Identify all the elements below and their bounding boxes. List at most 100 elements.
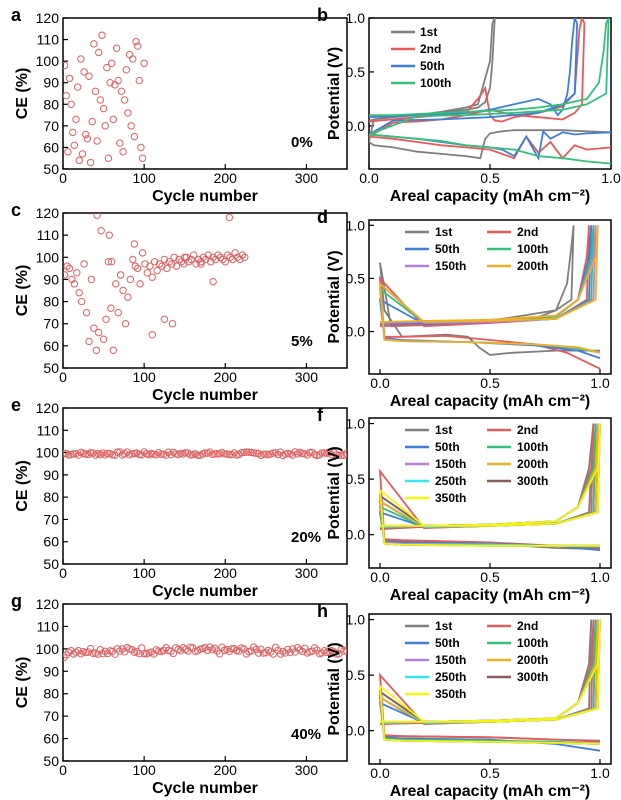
ce-point [211,450,219,458]
legend-label-100th: 100th [420,76,451,90]
voltage-curve-200th [378,225,601,354]
x-tick-label: 100 [132,762,156,778]
x-tick-label: 200 [214,565,238,581]
ce-point [160,315,169,323]
ce-point [315,451,324,459]
legend-label-1st: 1st [420,25,437,39]
legend-label-250th: 250th [435,670,466,684]
legend-label-300th: 300th [517,670,548,684]
ce-point [209,253,217,261]
ce-point [119,286,127,295]
ce-point [135,76,143,85]
ce-point [226,253,234,261]
panel-c [62,212,348,369]
y-tick-label: 120 [36,400,60,416]
y-tick-label: 0.0 [346,324,366,340]
voltage-curve-250th [378,619,601,745]
x-tick-label: 100 [132,369,156,385]
y-tick-label: 110 [37,422,60,438]
ce-point [318,449,326,457]
ce-point [332,650,341,658]
axes-frame-g [62,603,348,762]
content-annotation: 5% [291,333,313,350]
x-tick-label: 300 [295,565,319,581]
y-tick-label: 90 [43,75,59,91]
y-tick-label: 110 [37,32,60,48]
axes-frame-a [62,17,348,170]
legend-label-200th: 200th [517,653,548,667]
ce-point [342,449,347,458]
legend-label-100th: 100th [517,636,548,650]
ce-point [122,66,130,74]
ce-point [87,275,96,284]
ce-point [274,450,282,459]
y-axis-label: Potential (V) [326,642,343,735]
ce-point [189,251,198,259]
y-tick-label: 100 [36,641,60,657]
ce-point [117,87,126,96]
ce-point [204,251,212,259]
ce-point [133,647,141,656]
legend-label-2nd: 2nd [420,42,441,56]
ce-point [262,649,270,657]
x-axis-label: Areal capacity (mAh cm⁻²) [390,188,591,205]
panel-letter: f [317,405,324,425]
y-tick-label: 100 [36,445,60,461]
ce-point [80,260,88,268]
ce-point [168,320,177,328]
ce-point [286,648,294,657]
ce-point [168,260,176,268]
ce-point [201,449,209,457]
panel-d [368,219,612,375]
x-tick-label: 0.0 [359,170,379,186]
x-tick-label: 0.5 [480,170,500,186]
ce-point [141,260,149,268]
y-tick-label: 80 [43,489,59,505]
ce-point [147,648,156,656]
x-tick-label: 100 [132,565,156,581]
ce-point [252,449,260,457]
y-tick-label: 110 [37,227,60,243]
ce-point [83,135,92,143]
voltage-curve-100th [369,18,611,165]
ce-point [103,63,111,72]
ce-point [130,240,139,248]
y-tick-label: 0.5 [346,667,366,683]
plot-area-e [63,448,347,460]
x-tick-label: 1.0 [590,765,610,781]
ce-point [96,646,105,654]
ce-point [103,449,112,458]
x-tick-label: 100 [132,170,156,186]
panel-letter: h [317,601,328,621]
y-tick-label: 1.0 [346,10,366,26]
ce-point [257,645,265,654]
ce-point [150,258,159,266]
legend-label-100th: 100th [517,242,548,256]
ce-point [72,115,80,124]
ce-point [65,264,74,273]
ce-point [116,139,124,147]
ce-point [138,154,147,162]
panel-letter: e [11,395,21,415]
ce-point [75,289,83,297]
ce-point [165,258,173,266]
ce-point [107,59,116,67]
ce-point [330,648,338,656]
ce-point [101,122,109,130]
ce-point [63,91,70,100]
y-axis-label: CE (%) [14,657,31,709]
ce-point [197,258,205,266]
ce-point [167,647,175,655]
voltage-curve-350th [378,619,601,745]
ce-point [98,31,106,39]
y-tick-label: 50 [43,556,59,572]
y-axis-label: CE (%) [14,68,31,120]
x-tick-label: 200 [214,369,238,385]
ce-point [114,76,122,85]
x-tick-label: 0.5 [480,765,500,781]
panel-f [368,417,612,569]
ce-point [104,258,113,266]
voltage-curve-150th [378,619,601,745]
ce-point [138,249,147,257]
ce-point [163,264,171,273]
